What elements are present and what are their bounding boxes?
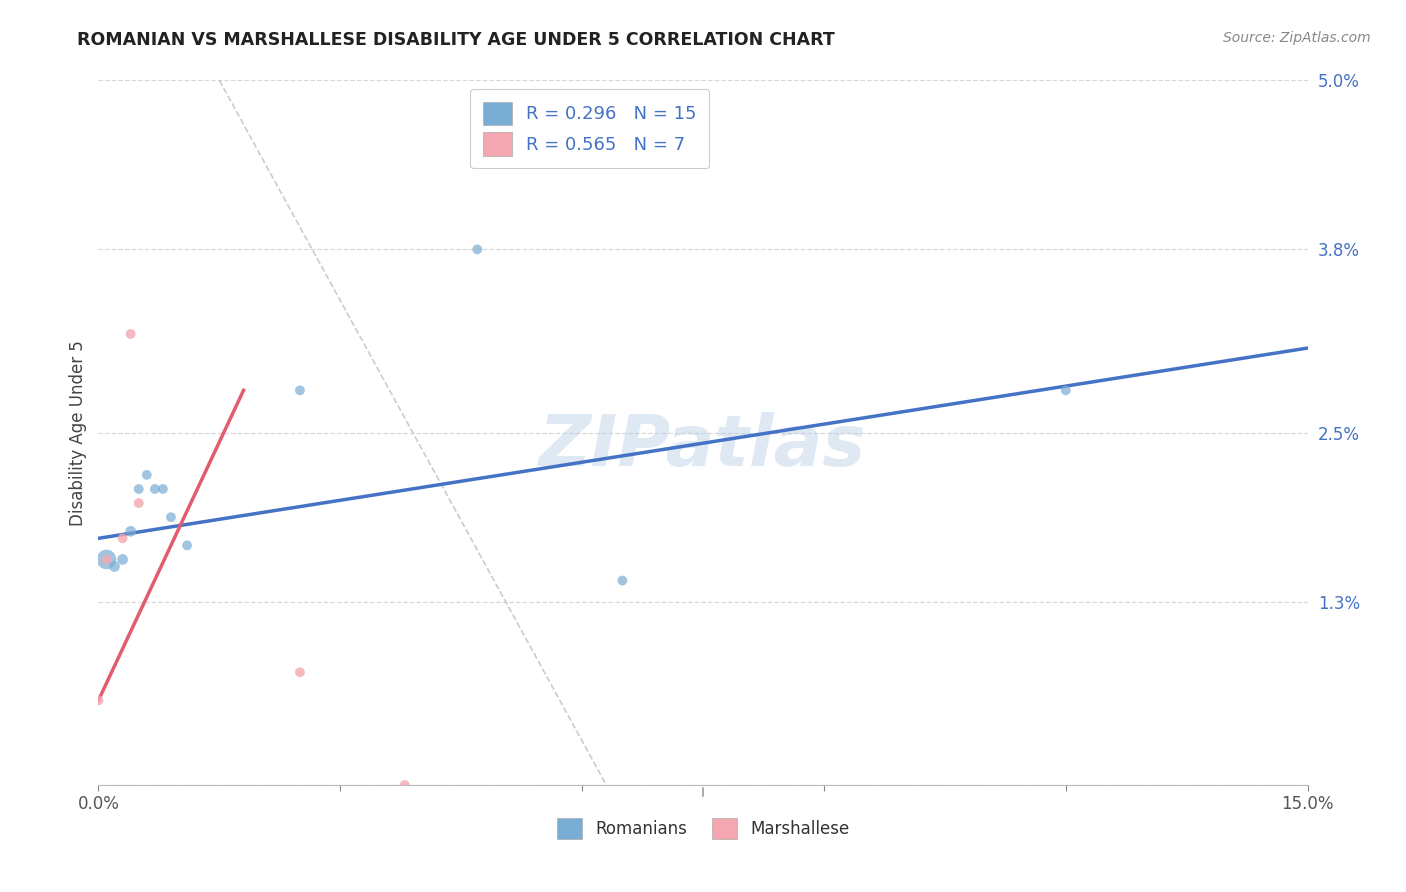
Point: [1054, 384, 1077, 398]
Point: [288, 665, 311, 680]
Point: [143, 482, 166, 496]
Point: [120, 524, 142, 539]
Point: [96, 552, 118, 566]
Point: [135, 467, 157, 482]
Text: ZIPatlas: ZIPatlas: [540, 412, 866, 481]
Point: [394, 778, 416, 792]
Point: [103, 559, 125, 574]
Y-axis label: Disability Age Under 5: Disability Age Under 5: [69, 340, 87, 525]
Point: [128, 482, 150, 496]
Point: [465, 243, 488, 257]
Point: [152, 482, 174, 496]
Point: [111, 531, 134, 545]
Point: [160, 510, 183, 524]
Point: [128, 496, 150, 510]
Point: [96, 552, 118, 566]
Point: [87, 693, 110, 707]
Text: Source: ZipAtlas.com: Source: ZipAtlas.com: [1223, 31, 1371, 45]
Point: [120, 326, 142, 341]
Legend: Romanians, Marshallese: Romanians, Marshallese: [548, 810, 858, 847]
Point: [176, 538, 198, 552]
Point: [612, 574, 634, 588]
Point: [111, 552, 134, 566]
Text: ROMANIAN VS MARSHALLESE DISABILITY AGE UNDER 5 CORRELATION CHART: ROMANIAN VS MARSHALLESE DISABILITY AGE U…: [77, 31, 835, 49]
Point: [288, 384, 311, 398]
